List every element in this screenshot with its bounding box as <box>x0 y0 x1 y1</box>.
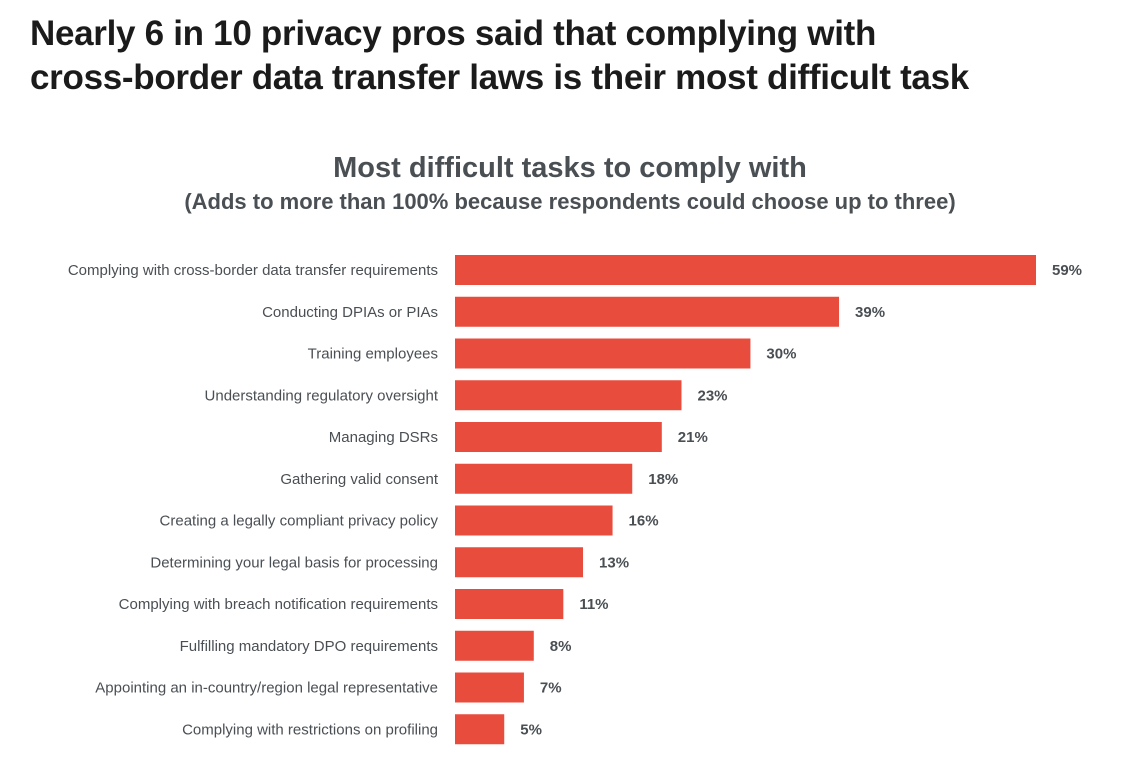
bar-row: Conducting DPIAs or PIAs 39% <box>262 296 885 327</box>
bar-row: Fulfilling mandatory DPO requirements 8% <box>180 630 572 661</box>
bar-row: Managing DSRs 21% <box>329 422 708 452</box>
category-label: Fulfilling mandatory DPO requirements <box>180 638 438 655</box>
category-label: Managing DSRs <box>329 429 438 446</box>
bar-row: Appointing an in-country/region legal re… <box>95 672 562 703</box>
bar-row: Complying with restrictions on profiling… <box>182 714 542 745</box>
bar <box>455 505 613 536</box>
category-label: Complying with cross-border data transfe… <box>68 262 438 279</box>
chart-title: Most difficult tasks to comply with <box>333 152 807 184</box>
category-label: Complying with breach notification requi… <box>119 596 438 613</box>
category-label: Creating a legally compliant privacy pol… <box>160 513 439 530</box>
headline-line-2: cross-border data transfer laws is their… <box>30 58 969 97</box>
bar-row: Complying with breach notification requi… <box>119 589 609 619</box>
bar <box>455 338 751 369</box>
bar-row: Gathering valid consent 18% <box>280 463 678 494</box>
bar <box>455 714 505 745</box>
bar-row: Training employees 30% <box>308 338 796 369</box>
bar <box>455 422 662 452</box>
bar-row: Understanding regulatory oversight 23% <box>205 380 728 411</box>
value-label: 8% <box>550 638 572 655</box>
bar <box>455 296 840 327</box>
value-label: 11% <box>579 596 608 613</box>
bar <box>455 547 584 578</box>
value-label: 18% <box>648 471 678 488</box>
bar <box>455 380 682 411</box>
headline: Nearly 6 in 10 privacy pros said that co… <box>30 12 969 100</box>
category-label: Appointing an in-country/region legal re… <box>95 680 438 697</box>
value-label: 7% <box>540 680 562 697</box>
value-label: 21% <box>678 429 708 446</box>
bar <box>455 672 524 703</box>
bar <box>455 255 1036 285</box>
value-label: 30% <box>766 346 796 363</box>
bar <box>455 630 534 661</box>
category-label: Understanding regulatory oversight <box>205 387 439 404</box>
value-label: 16% <box>629 513 659 530</box>
bar-row: Complying with cross-border data transfe… <box>68 255 1082 285</box>
category-label: Conducting DPIAs or PIAs <box>262 304 438 321</box>
category-label: Determining your legal basis for process… <box>150 554 438 571</box>
bar-row: Creating a legally compliant privacy pol… <box>160 505 659 536</box>
bar <box>455 589 564 619</box>
chart-subtitle: (Adds to more than 100% because responde… <box>184 189 956 214</box>
value-label: 39% <box>855 304 885 321</box>
value-label: 13% <box>599 554 629 571</box>
category-label: Complying with restrictions on profiling <box>182 721 438 738</box>
headline-line-1: Nearly 6 in 10 privacy pros said that co… <box>30 14 877 53</box>
bar-row: Determining your legal basis for process… <box>150 547 629 578</box>
value-label: 59% <box>1052 262 1082 279</box>
category-label: Gathering valid consent <box>280 471 438 488</box>
bar <box>455 463 633 494</box>
value-label: 23% <box>697 387 727 404</box>
value-label: 5% <box>520 721 542 738</box>
category-label: Training employees <box>308 346 438 363</box>
